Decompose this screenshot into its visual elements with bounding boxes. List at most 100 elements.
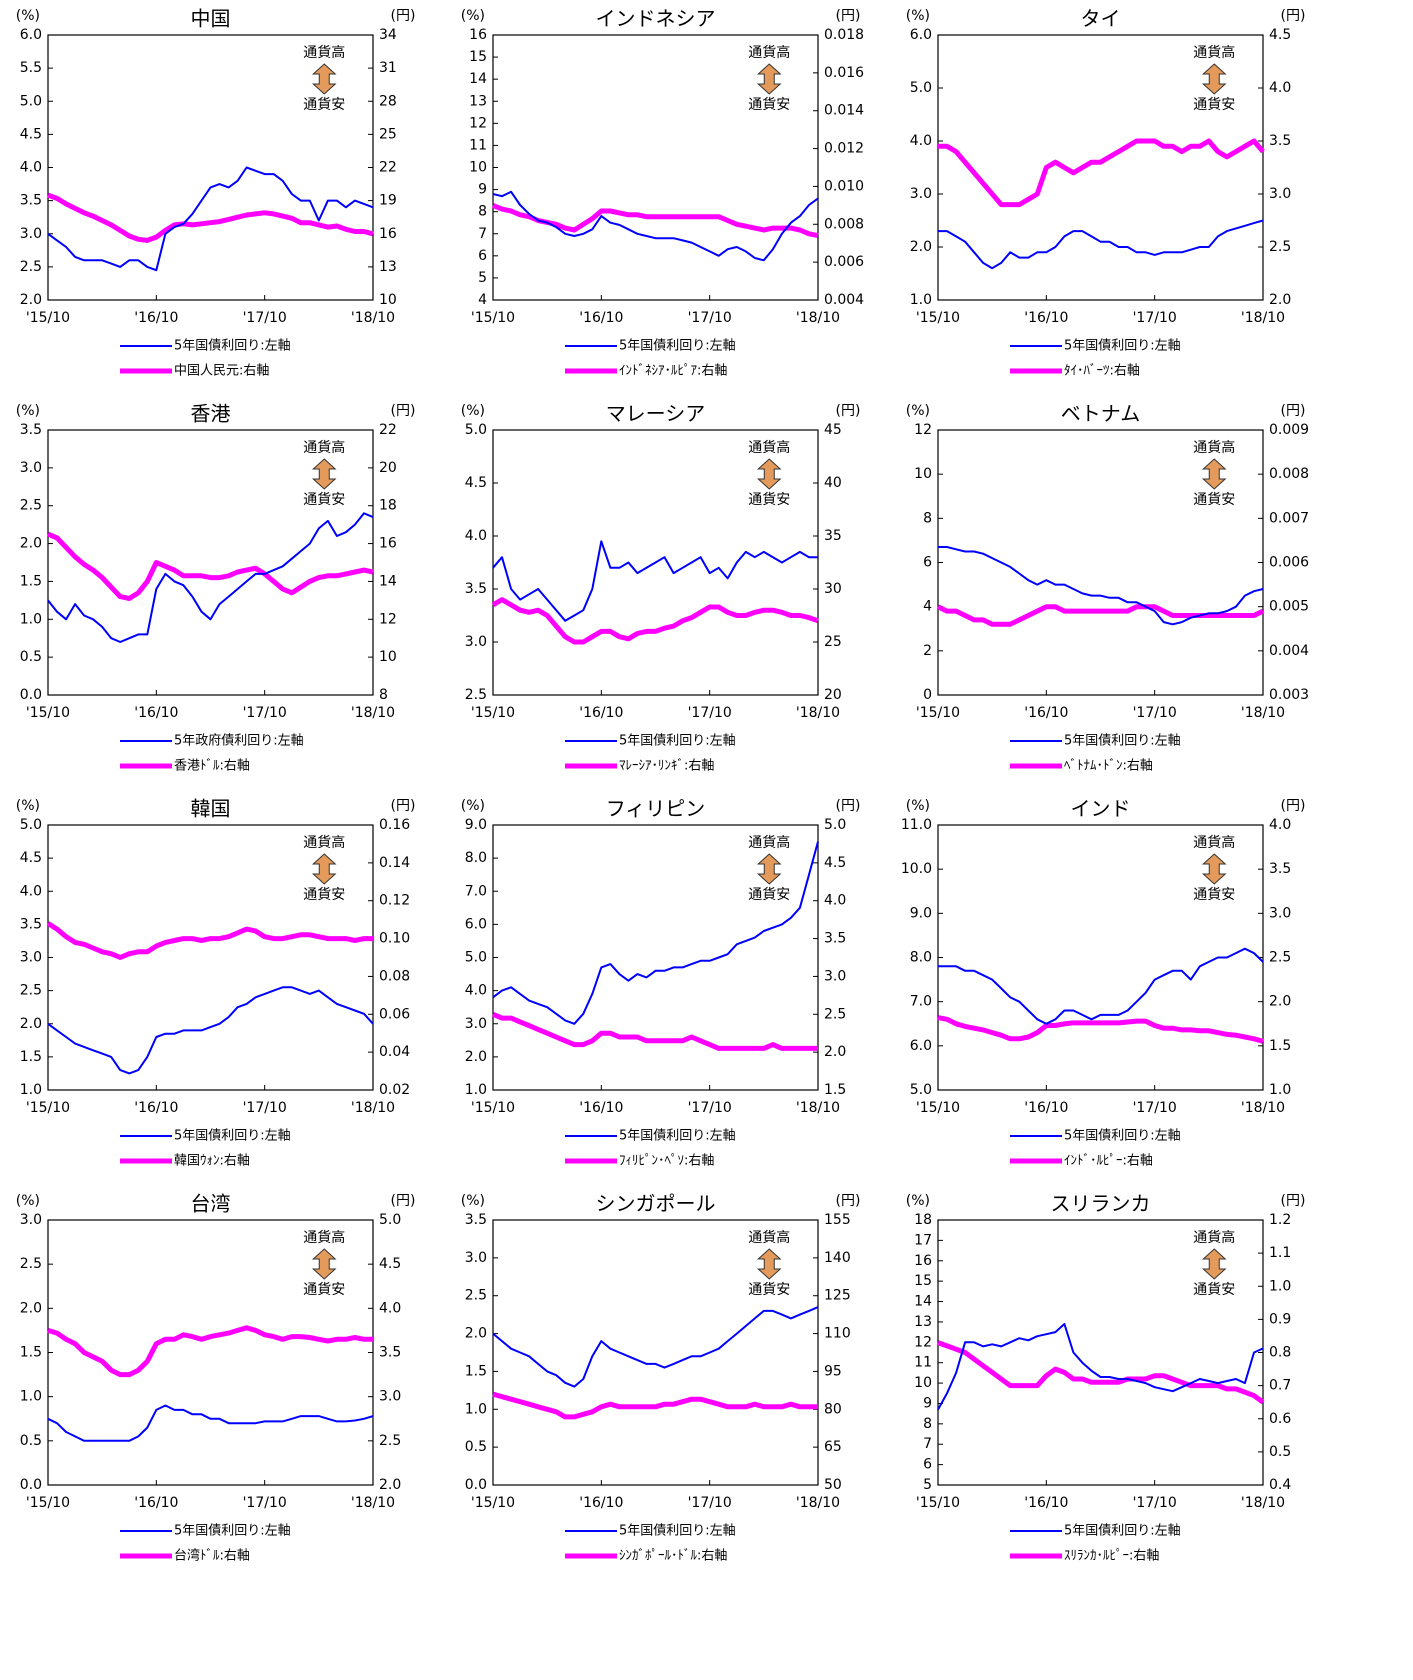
y-axis-unit: (%): [906, 798, 930, 814]
y2-axis-unit: (円): [836, 8, 861, 24]
y-tick-label: 5.0: [465, 950, 487, 966]
y-axis-unit: (%): [461, 403, 485, 419]
x-tick-label: '15/10: [916, 1100, 960, 1116]
data-line: [492, 1391, 818, 1420]
y-tick-label: 0.5: [20, 649, 42, 665]
x-tick-label: '18/10: [351, 705, 395, 721]
y-tick-label: 4.5: [465, 475, 487, 491]
y2-tick-label: 4.0: [1269, 817, 1291, 833]
x-tick-label: '15/10: [916, 1495, 960, 1511]
y2-tick-label: 2.5: [824, 1006, 846, 1022]
y-tick-label: 3.0: [20, 226, 42, 242]
y-tick-label: 9.0: [465, 817, 487, 833]
y-tick-label: 12: [914, 1334, 932, 1350]
currency-arrow: [1201, 1248, 1227, 1280]
data-line: [936, 604, 1265, 627]
plot-frame: [47, 429, 374, 696]
y-tick-label: 4: [923, 599, 932, 615]
y2-tick-label: 3.5: [824, 931, 846, 947]
y2-tick-label: 2.5: [1269, 239, 1291, 255]
y2-tick-label: 10: [379, 649, 397, 665]
data-line: [47, 986, 374, 1075]
y2-tick-label: 0.14: [379, 855, 410, 871]
data-line: [47, 1325, 373, 1378]
legend-label: ｽﾘﾗﾝｶ･ﾙﾋﾟｰ:右軸: [1064, 1549, 1159, 1564]
y2-tick-label: 2.5: [379, 1433, 401, 1449]
x-tick-label: '15/10: [471, 705, 515, 721]
y-tick-label: 1.0: [465, 1401, 487, 1417]
y2-tick-label: 34: [379, 27, 397, 43]
y-tick-label: 3.0: [20, 1212, 42, 1228]
x-tick-label: '15/10: [471, 1100, 515, 1116]
y2-tick-label: 45: [824, 422, 842, 438]
y2-axis-unit: (円): [836, 798, 861, 814]
y-axis-unit: (%): [16, 8, 40, 24]
y-tick-label: 2.0: [20, 536, 42, 552]
annotation: 通貨高: [748, 44, 790, 61]
y-tick-label: 3.5: [20, 422, 42, 438]
x-tick-label: '15/10: [26, 1495, 70, 1511]
annotation: 通貨安: [1193, 1281, 1235, 1298]
chart-title: 韓国: [191, 797, 231, 821]
data-line: [492, 1011, 818, 1051]
y-tick-label: 1.5: [465, 1363, 487, 1379]
data-line: [937, 1323, 1264, 1411]
annotation: 通貨安: [748, 491, 790, 508]
y2-tick-label: 1.2: [1269, 1212, 1291, 1228]
x-tick-label: '16/10: [134, 1495, 178, 1511]
legend-label: 5年国債利回り:左軸: [174, 1129, 291, 1144]
y2-tick-label: 4.5: [824, 855, 846, 871]
y2-tick-label: 0.008: [1269, 466, 1309, 482]
x-tick-label: '16/10: [134, 1100, 178, 1116]
y2-tick-label: 5.0: [379, 1212, 401, 1228]
plot-frame: [937, 34, 1264, 301]
y-axis-unit: (%): [906, 403, 930, 419]
y-tick-label: 11: [914, 1355, 932, 1371]
y2-tick-label: 3.0: [1269, 186, 1291, 202]
y2-tick-label: 0.08: [379, 968, 410, 984]
y2-tick-label: 2.0: [1269, 292, 1291, 308]
y-tick-label: 4.5: [20, 850, 42, 866]
y-tick-label: 8: [923, 1416, 932, 1432]
y2-tick-label: 0.7: [1269, 1378, 1291, 1394]
legend-label: ﾌｨﾘﾋﾟﾝ･ﾍﾟｿ:右軸: [619, 1154, 714, 1169]
y2-tick-label: 14: [379, 573, 397, 589]
y2-tick-label: 0.6: [1269, 1411, 1291, 1427]
y-tick-label: 16: [469, 27, 487, 43]
y2-tick-label: 2.5: [1269, 950, 1291, 966]
y2-axis-unit: (円): [836, 1193, 861, 1209]
currency-arrow: [311, 1248, 337, 1280]
y-tick-label: 12: [914, 422, 932, 438]
chart-title: インドネシア: [596, 7, 716, 31]
y-tick-label: 9: [478, 182, 487, 198]
chart-title: タイ: [1081, 7, 1121, 31]
y2-tick-label: 16: [379, 536, 397, 552]
y2-tick-label: 4.0: [824, 893, 846, 909]
y-tick-label: 5.0: [20, 817, 42, 833]
y2-tick-label: 0.008: [824, 216, 864, 232]
y2-tick-label: 0.006: [824, 254, 864, 270]
legend-label: 香港ﾄﾞﾙ:右軸: [174, 759, 250, 774]
y-tick-label: 1.0: [20, 611, 42, 627]
y-tick-label: 1.0: [910, 292, 932, 308]
y-tick-label: 0.0: [20, 1477, 42, 1493]
x-tick-label: '16/10: [579, 1100, 623, 1116]
annotation: 通貨安: [303, 96, 345, 113]
data-line: [937, 1340, 1265, 1405]
y2-tick-label: 155: [824, 1212, 851, 1228]
y2-axis-unit: (円): [391, 8, 416, 24]
y-tick-label: 6.0: [465, 916, 487, 932]
y-tick-label: 15: [469, 49, 487, 65]
y-tick-label: 3.0: [20, 460, 42, 476]
y2-tick-label: 25: [824, 634, 842, 650]
x-tick-label: '16/10: [1024, 1495, 1068, 1511]
x-tick-label: '16/10: [579, 1495, 623, 1511]
y2-tick-label: 3.0: [379, 1389, 401, 1405]
chart-title: 香港: [191, 402, 231, 426]
y2-tick-label: 20: [824, 687, 842, 703]
x-tick-label: '17/10: [243, 310, 287, 326]
data-line: [937, 1015, 1264, 1044]
x-tick-label: '16/10: [579, 705, 623, 721]
y-axis-unit: (%): [16, 1193, 40, 1209]
y-tick-label: 11: [469, 137, 487, 153]
